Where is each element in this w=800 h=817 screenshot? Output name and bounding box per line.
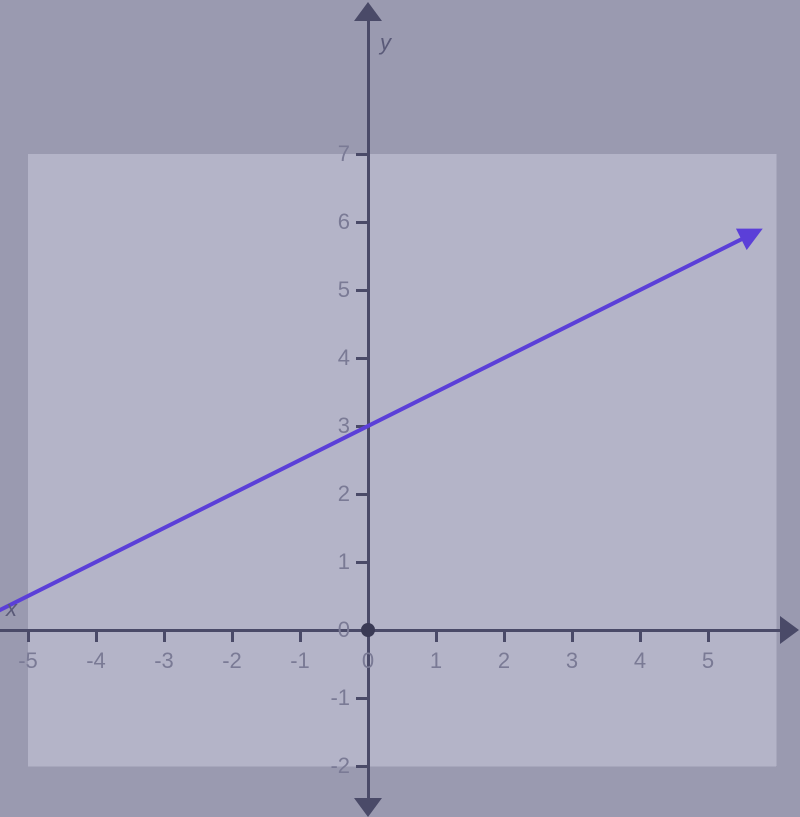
grid-line-horizontal [28,494,776,495]
y-tick-label: 4 [320,345,350,371]
y-axis [367,20,370,800]
y-tick-label: 2 [320,481,350,507]
grid-line-horizontal [28,766,776,767]
y-tick-label: 1 [320,549,350,575]
y-tick [356,153,368,156]
y-tick-label: 0 [320,617,350,643]
grid-line-vertical [708,154,709,766]
y-axis-arrow-up [354,2,382,21]
x-tick-label: -2 [212,648,252,674]
x-tick-label: 4 [620,648,660,674]
x-tick-label: 1 [416,648,456,674]
x-tick-label: 5 [688,648,728,674]
grid-line-vertical [164,154,165,766]
grid-line-horizontal [28,426,776,427]
x-tick [435,630,438,642]
grid-line-horizontal [28,358,776,359]
y-tick-label: -1 [320,685,350,711]
linear-graph: -5-4-3-2-1012345-2-101234567yx [0,0,800,810]
y-tick-label: 7 [320,141,350,167]
x-tick-label: -3 [144,648,184,674]
y-tick [356,561,368,564]
grid-line-vertical [640,154,641,766]
x-tick [163,630,166,642]
grid-line-vertical [28,154,29,766]
x-tick [231,630,234,642]
y-tick [356,425,368,428]
grid-line-vertical [572,154,573,766]
y-tick-label: -2 [320,753,350,779]
origin-point [361,623,375,637]
x-tick-label: -5 [8,648,48,674]
x-tick-label: -1 [280,648,320,674]
grid-line-horizontal [28,290,776,291]
x-tick [95,630,98,642]
x-tick [299,630,302,642]
x-tick [707,630,710,642]
y-axis-arrow-down [354,798,382,817]
grid-line-horizontal [28,154,776,155]
x-tick-label: 2 [484,648,524,674]
grid-line-horizontal [28,698,776,699]
grid-line-horizontal [28,222,776,223]
grid-line-vertical [504,154,505,766]
x-tick-label: -4 [76,648,116,674]
grid-line-vertical [776,154,777,766]
grid-line-vertical [232,154,233,766]
y-tick-label: 5 [320,277,350,303]
y-tick [356,697,368,700]
grid-background [28,154,776,766]
y-tick [356,765,368,768]
y-tick [356,289,368,292]
grid-line-horizontal [28,562,776,563]
x-tick [571,630,574,642]
x-axis [0,629,780,632]
x-tick-label: 3 [552,648,592,674]
x-axis-label: x [6,596,17,622]
y-tick-label: 6 [320,209,350,235]
x-tick [503,630,506,642]
y-tick-label: 3 [320,413,350,439]
y-tick [356,493,368,496]
grid-line-vertical [436,154,437,766]
y-axis-label: y [380,30,391,56]
x-tick [639,630,642,642]
grid-line-vertical [96,154,97,766]
grid-line-vertical [300,154,301,766]
x-axis-arrow [780,616,799,644]
y-tick [356,221,368,224]
y-tick [356,357,368,360]
x-tick-label: 0 [348,648,388,674]
x-tick [27,630,30,642]
